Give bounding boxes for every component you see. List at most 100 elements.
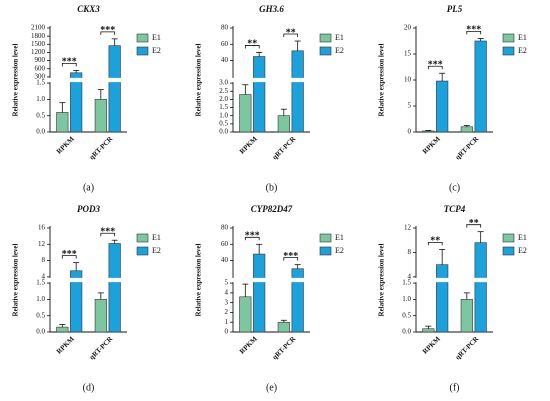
bar <box>94 99 107 133</box>
y-tick-label: 1200 <box>31 48 46 56</box>
legend-swatch <box>136 46 149 56</box>
y-tick-label: 1800 <box>31 32 46 40</box>
significance-label: ** <box>469 218 479 229</box>
y-tick-label: 1.5 <box>219 103 228 111</box>
axis-break <box>46 77 129 83</box>
legend-swatch <box>319 46 332 56</box>
bar <box>108 45 121 133</box>
bar <box>436 80 449 133</box>
y-tick-label: 900 <box>35 56 46 64</box>
y-tick-label: 4 <box>225 289 229 297</box>
axis-break <box>46 277 129 283</box>
x-tick-label: RPKM <box>55 135 76 156</box>
bar <box>422 328 435 333</box>
x-tick-label: RPKM <box>55 335 76 356</box>
panel-label: (c) <box>449 182 460 193</box>
y-tick-label: 1 <box>225 318 229 326</box>
significance-label: *** <box>245 231 260 242</box>
y-tick-label: 80 <box>221 224 229 232</box>
legend-swatch <box>319 233 332 243</box>
y-tick-label: 40 <box>221 256 229 264</box>
legend-label: E2 <box>335 246 344 255</box>
panel-label: (a) <box>83 182 94 193</box>
y-tick-label: 60 <box>221 40 229 48</box>
y-tick-label: 0.0 <box>36 328 45 336</box>
y-tick-label: 60 <box>221 240 229 248</box>
y-tick-label: 12 <box>38 240 46 248</box>
y-tick-label: 3.0 <box>219 79 228 87</box>
significance-bracket <box>61 62 77 67</box>
y-tick-label: 2.0 <box>219 95 228 103</box>
x-tick-label: qRT-PCR <box>271 134 298 161</box>
y-tick-label: 10 <box>404 76 412 84</box>
legend-swatch <box>502 233 515 243</box>
bar <box>108 243 121 333</box>
y-tick-label: 2.5 <box>219 87 228 95</box>
y-tick-label: 2 <box>225 308 229 316</box>
bar <box>436 264 449 333</box>
y-tick-label: 0.0 <box>36 128 45 136</box>
x-tick-label: qRT-PCR <box>88 334 115 361</box>
bar <box>239 94 252 133</box>
x-tick-label: qRT-PCR <box>88 134 115 161</box>
y-tick-label: 0.5 <box>36 111 45 119</box>
x-tick-label: qRT-PCR <box>271 334 298 361</box>
bar <box>253 56 266 133</box>
y-tick-label: 1500 <box>31 40 46 48</box>
panel-label: (b) <box>266 182 278 193</box>
y-tick-label: 600 <box>35 64 46 72</box>
bar <box>94 299 107 333</box>
legend-label: E2 <box>152 246 161 255</box>
significance-bracket <box>100 232 116 237</box>
y-tick-label: 0 <box>408 128 412 136</box>
y-axis-label: Relative expression level <box>378 43 386 116</box>
axis-break <box>229 77 312 83</box>
y-axis-label: Relative expression level <box>195 43 203 116</box>
significance-label: *** <box>62 57 77 68</box>
y-tick-label: 80 <box>221 24 229 32</box>
panel-label: (d) <box>83 382 95 393</box>
legend-swatch <box>136 233 149 243</box>
legend-swatch <box>136 246 149 256</box>
legend-swatch <box>502 246 515 256</box>
y-tick-label: 8 <box>408 248 412 256</box>
bar <box>277 321 290 333</box>
significance-bracket <box>244 236 260 241</box>
legend-label: E2 <box>152 46 161 55</box>
panel-label: (e) <box>266 382 277 393</box>
chart-title: TCP4 <box>444 204 466 214</box>
significance-bracket <box>466 31 482 35</box>
significance-bracket <box>61 255 77 259</box>
legend-label: E2 <box>335 46 344 55</box>
significance-bracket <box>427 65 443 70</box>
legend-swatch <box>319 33 332 43</box>
bar <box>291 50 304 133</box>
bar <box>422 130 435 133</box>
y-tick-label: 0.0 <box>219 128 228 136</box>
significance-label: *** <box>428 60 443 71</box>
axis-break <box>229 277 312 283</box>
chart-title: GH3.6 <box>259 4 284 14</box>
y-tick-label: 300 <box>35 72 46 80</box>
y-tick-label: 1.5 <box>402 279 411 287</box>
significance-bracket <box>100 31 116 35</box>
legend-swatch <box>319 246 332 256</box>
significance-label: ** <box>430 236 440 247</box>
legend-label: E1 <box>335 33 344 42</box>
legend-label: E2 <box>518 246 527 255</box>
significance-label: ** <box>247 39 257 50</box>
legend-swatch <box>136 33 149 43</box>
panel-label: (f) <box>450 382 460 393</box>
y-axis-label: Relative expression level <box>378 243 386 316</box>
significance-bracket <box>283 33 299 38</box>
y-tick-label: 1.0 <box>36 95 45 103</box>
significance-bracket <box>466 224 482 228</box>
legend-label: E1 <box>335 233 344 242</box>
y-tick-label: 4 <box>42 272 46 280</box>
y-tick-label: 0.5 <box>219 119 228 127</box>
y-tick-label: 1.5 <box>36 79 45 87</box>
significance-bracket <box>283 257 299 261</box>
y-tick-label: 3 <box>225 298 229 306</box>
y-tick-label: 1.0 <box>36 295 45 303</box>
significance-label: *** <box>100 227 115 238</box>
